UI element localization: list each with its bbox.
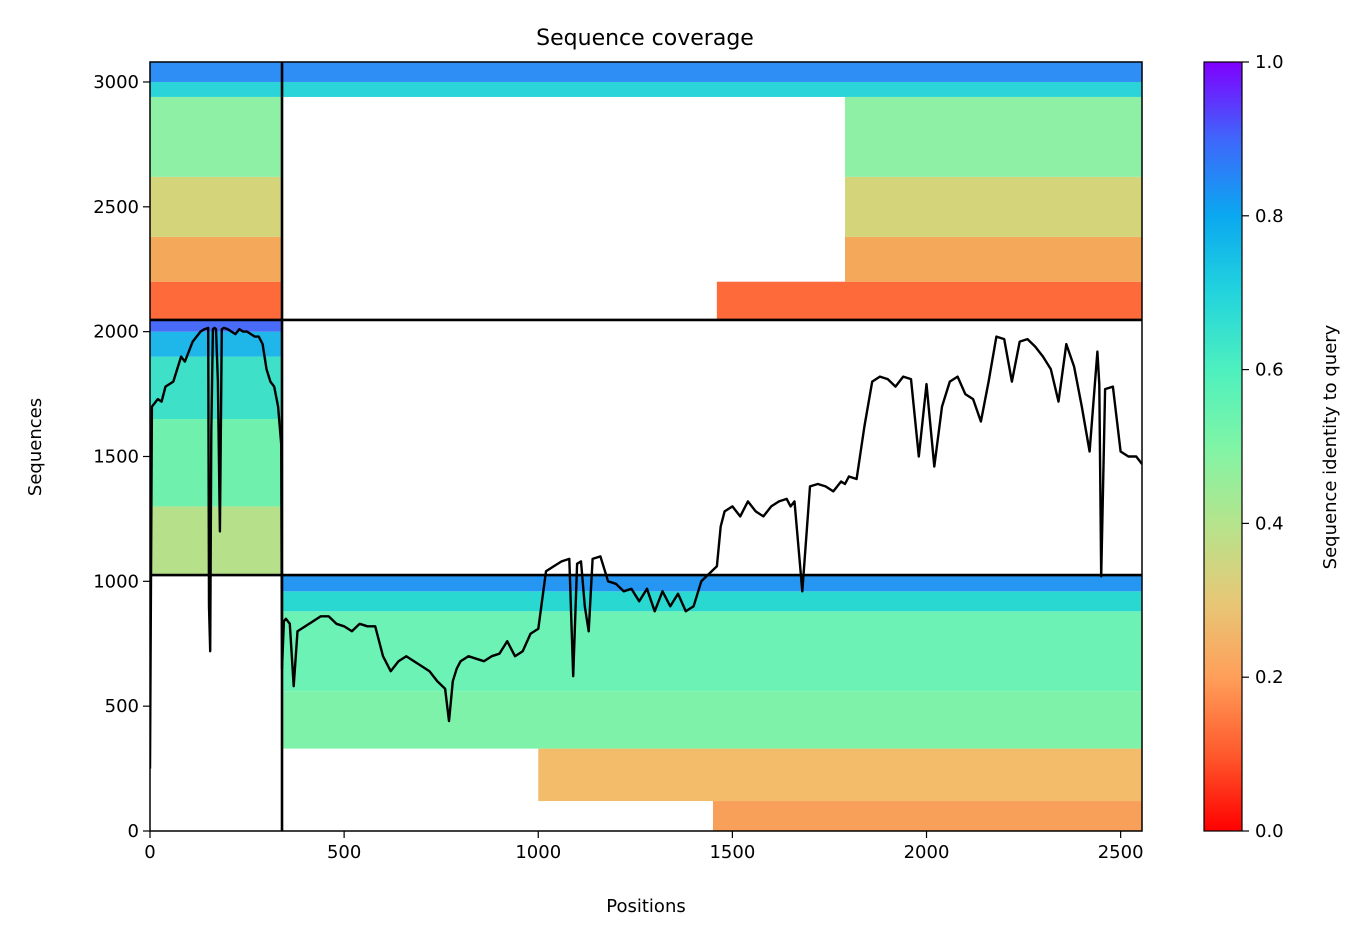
- y-tick-label-1000: 1000: [93, 571, 139, 592]
- y-tick-label-500: 500: [105, 696, 139, 717]
- block-chain2-band-5-0: [282, 575, 1142, 592]
- colorbar-tick-label-0.6: 0.6: [1255, 360, 1284, 381]
- colorbar-tick-label-1.0: 1.0: [1255, 52, 1284, 73]
- x-tick-label-2500: 2500: [1098, 842, 1144, 863]
- chart-title: Sequence coverage: [536, 26, 754, 51]
- coverage-line-group: [150, 326, 1142, 769]
- y-tick-label-2000: 2000: [93, 322, 139, 343]
- x-tick-label-1500: 1500: [709, 842, 755, 863]
- block-chain2-band-2-0: [282, 691, 1142, 749]
- colorbar-tick-label-0.2: 0.2: [1255, 667, 1284, 688]
- x-tick-label-500: 500: [327, 842, 361, 863]
- block-chain2-band-1-0: [538, 748, 1142, 802]
- x-tick-label-1000: 1000: [515, 842, 561, 863]
- block-chain1-band-0-0: [150, 506, 283, 576]
- y-axis-ticks: 0 500 1000 1500 2000 2500 3000: [93, 72, 150, 842]
- block-paired-band-3-1: [844, 96, 1142, 177]
- plot-frame: [149, 61, 1143, 832]
- x-tick-label-0: 0: [144, 842, 155, 863]
- y-axis-label: Sequences: [25, 398, 46, 496]
- heatmap-cells: [150, 62, 1142, 831]
- x-axis-label: Positions: [606, 896, 685, 917]
- block-paired-band-3-0: [150, 96, 283, 177]
- block-chain1-band-4-0: [150, 319, 283, 332]
- block-chain2-band-0-0: [712, 801, 1142, 831]
- colorbar-tick-label-0.4: 0.4: [1255, 513, 1284, 534]
- block-chain1-band-1-0: [150, 419, 283, 507]
- colorbar-label: Sequence identity to query: [1320, 324, 1341, 569]
- y-tick-label-0: 0: [128, 821, 139, 842]
- y-tick-label-3000: 3000: [93, 72, 139, 93]
- y-tick-label-1500: 1500: [93, 446, 139, 467]
- block-paired-band-1-1: [844, 236, 1142, 282]
- block-paired-band-5-0: [150, 62, 1142, 82]
- block-chain1-band-2-0: [150, 356, 283, 420]
- block-chain2-band-4-0: [282, 591, 1142, 612]
- coverage-line: [150, 326, 1142, 769]
- block-paired-band-0-1: [716, 281, 1142, 320]
- x-axis-ticks: 0 500 1000 1500 2000 2500: [144, 831, 1144, 863]
- x-tick-label-2000: 2000: [904, 842, 950, 863]
- colorbar-tick-label-0.8: 0.8: [1255, 206, 1284, 227]
- colorbar-ticks: 0.0 0.2 0.4 0.6 0.8 1.0: [1242, 52, 1284, 842]
- colorbar: [1203, 61, 1243, 832]
- block-paired-band-1-0: [150, 236, 283, 282]
- block-paired-band-2-0: [150, 176, 283, 237]
- block-paired-band-0-0: [150, 281, 283, 320]
- chain-separators: [150, 62, 1142, 831]
- y-tick-label-2500: 2500: [93, 197, 139, 218]
- block-paired-band-2-1: [844, 176, 1142, 237]
- block-paired-band-4-0: [150, 81, 1142, 97]
- colorbar-tick-label-0.0: 0.0: [1255, 821, 1284, 842]
- block-chain2-band-3-0: [282, 611, 1142, 692]
